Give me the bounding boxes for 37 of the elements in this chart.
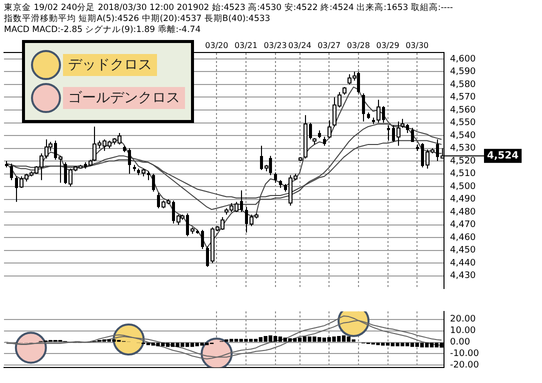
- x-tick-label: 03/30: [406, 40, 429, 50]
- y-tick-label: 4,570: [450, 92, 476, 103]
- y-tick-label: 4,560: [450, 105, 476, 116]
- y-tick-label: -20.00: [450, 360, 480, 370]
- y-tick-label: 4,500: [450, 182, 476, 192]
- y-tick-label: 4,450: [450, 246, 476, 256]
- chart-subtitle: 指数平滑移動平均 短期A(5):4526 中期(20):4537 長期B(40):4533: [4, 14, 270, 24]
- x-tick-label: 03/23: [264, 40, 287, 50]
- legend-label: デッドクロス: [63, 54, 157, 76]
- y-tick-label: 4,530: [450, 144, 476, 154]
- y-tick-label: -10.00: [450, 349, 480, 360]
- x-tick-label: 03/21: [234, 40, 258, 50]
- y-tick-label: 4,590: [450, 67, 476, 78]
- y-tick-label: 0.00: [450, 338, 470, 348]
- y-tick-label: 4,520: [450, 156, 476, 166]
- y-tick-label: 4,510: [450, 169, 476, 180]
- x-tick-label: 03/20: [205, 40, 228, 50]
- x-tick-label: 03/29: [376, 40, 400, 50]
- y-tick-label: 4,470: [450, 220, 476, 230]
- y-tick-label: 4,580: [450, 80, 476, 90]
- y-tick-label: 4,440: [450, 258, 476, 268]
- y-tick-label: 20.00: [450, 314, 476, 325]
- y-tick-label: 10.00: [450, 326, 476, 336]
- chart-title: 東京金 19/02 240分足 2018/03/30 12:00 201902 始:4523 高:4530 安:4522 終:4524 出来高:1653 取組高:----: [4, 3, 453, 14]
- y-tick-label: 4,490: [450, 194, 476, 205]
- y-tick-label: 4,460: [450, 232, 476, 243]
- y-tick-label: 4,540: [450, 130, 476, 141]
- text: MACD MACD:-2.85 シグナル(9):1.89 乖離:-4.74: [4, 25, 201, 36]
- x-tick-label: 03/28: [346, 40, 370, 50]
- y-tick-label: 4,600: [450, 54, 476, 64]
- x-tick-label: 03/27: [318, 40, 341, 50]
- legend-label: ゴールデンクロス: [63, 87, 185, 109]
- ref-line-label: 4,524: [487, 150, 519, 162]
- y-tick-label: 4,550: [450, 118, 476, 128]
- y-tick-label: 4,430: [450, 271, 476, 282]
- x-tick-label: 03/24: [288, 40, 312, 50]
- y-tick-label: 4,480: [450, 207, 476, 218]
